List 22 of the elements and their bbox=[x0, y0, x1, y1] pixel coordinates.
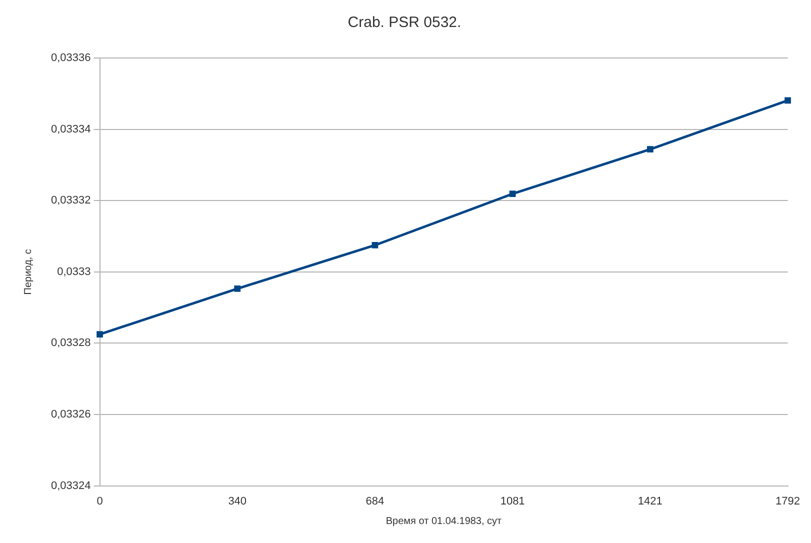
y-tick-label: 0,03328 bbox=[50, 337, 91, 350]
y-tick-label: 0,0333 bbox=[57, 266, 91, 278]
y-tick-label: 0,03334 bbox=[50, 123, 91, 136]
y-tick-label: 0,03326 bbox=[50, 408, 91, 421]
x-tick-label: 340 bbox=[228, 495, 247, 508]
y-tick-label: 0,03332 bbox=[50, 194, 91, 207]
x-tick-label: 684 bbox=[366, 495, 384, 508]
y-tick-label: 0,03324 bbox=[50, 480, 91, 492]
x-tick-label: 1081 bbox=[500, 495, 525, 508]
point bbox=[784, 97, 791, 104]
x-tick-label: 0 bbox=[96, 495, 103, 508]
point bbox=[372, 242, 378, 248]
x-tick-label: 1792 bbox=[776, 495, 800, 508]
point bbox=[96, 331, 103, 338]
point bbox=[234, 285, 241, 292]
y-axis-title: Период, с bbox=[22, 249, 34, 295]
point bbox=[646, 146, 654, 152]
chart-title: Crab. PSR 0532. bbox=[348, 14, 462, 32]
point bbox=[509, 190, 516, 198]
x-tick-label: 1421 bbox=[638, 495, 662, 508]
x-axis-title: Время от 01.04.1983, сут bbox=[386, 516, 502, 527]
y-tick-label: 0,03336 bbox=[50, 52, 91, 64]
